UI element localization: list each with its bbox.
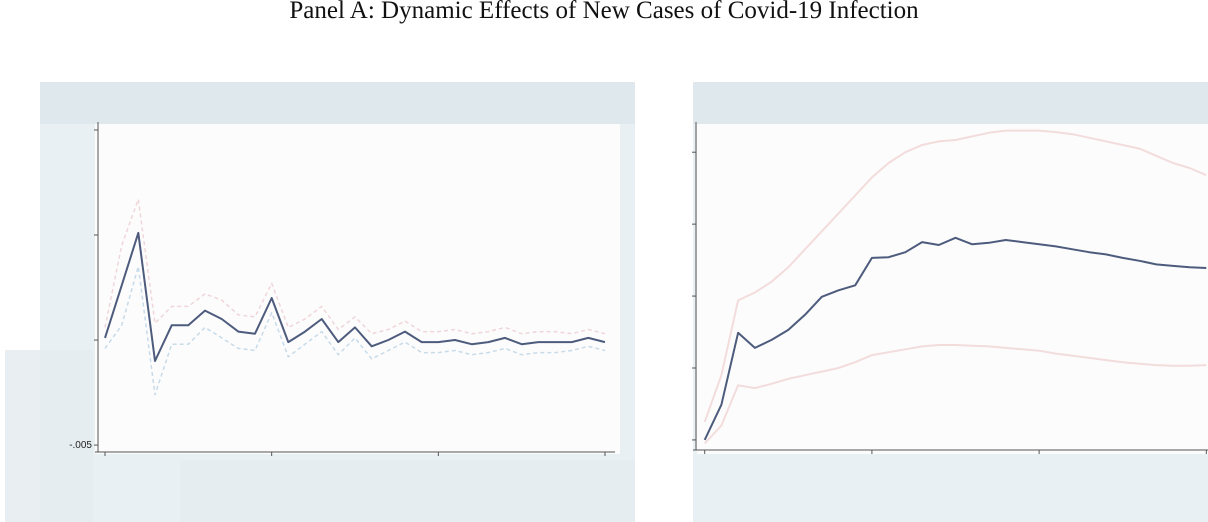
overlay-box [180,460,635,522]
series-line [703,344,1207,445]
series-line [104,231,606,362]
panel-left-header [40,82,635,124]
overlay-box [5,350,93,522]
series-line [104,265,606,396]
y-tick-label: -.005 [69,440,92,451]
series-line [703,236,1207,441]
series-line [104,198,606,335]
series-line [703,129,1207,423]
plot-right-bg [697,124,1208,454]
tick-labels: -.005 [69,440,92,451]
plots [94,122,1208,456]
page-title: Panel A: Dynamic Effects of New Cases of… [289,0,919,24]
plot-left-bg [95,124,620,454]
panel-right-header [693,82,1208,124]
